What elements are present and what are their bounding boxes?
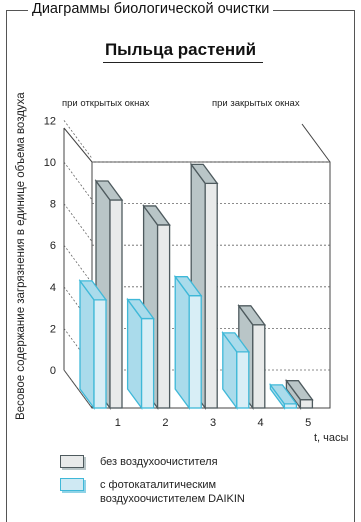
- bar-without-5-face: [299, 399, 314, 409]
- y-tick-label: 4: [50, 282, 56, 294]
- y-tick-label: 0: [50, 365, 56, 377]
- x-tick-label: 2: [162, 417, 168, 429]
- frame-edge-top-left: [63, 127, 93, 163]
- legend-label-without: без воздухоочистителя: [100, 456, 218, 468]
- bar-without-1-face: [109, 199, 123, 409]
- bar-without-5: [285, 378, 314, 410]
- banner-title: Диаграммы биологической очистки: [28, 0, 274, 19]
- y-tick-label: 8: [50, 199, 56, 211]
- grid-diagonal: [63, 161, 93, 201]
- bar-with-2-face: [126, 298, 155, 320]
- x-tick-label: 5: [305, 417, 311, 429]
- bar-with-2-face: [140, 317, 155, 409]
- bar-with-3-face: [188, 295, 202, 409]
- x-tick-label: 4: [258, 417, 264, 429]
- bar-with-1-face: [78, 280, 108, 301]
- grid-diagonal: [63, 244, 93, 284]
- frame-edge-bottom-left: [63, 369, 93, 409]
- bar-with-1-face: [93, 299, 107, 409]
- bar-with-4-face: [221, 332, 251, 353]
- bar-without-4-face: [237, 305, 267, 326]
- grid-diagonal: [63, 203, 93, 242]
- bar-with-2: [126, 297, 155, 410]
- y-tick-label: 12: [44, 115, 56, 127]
- x-tick-label: 3: [210, 417, 216, 429]
- frame-edge-top-right: [301, 123, 331, 163]
- bar-with-4-face: [236, 351, 250, 409]
- legend-swatch-blue: [60, 478, 84, 491]
- x-tick-label: 1: [115, 417, 121, 429]
- bar-with-1-face: [79, 278, 95, 410]
- y-tick-label: 10: [44, 157, 56, 169]
- legend-label-with-line2: воздухоочистителем DAIKIN: [100, 493, 245, 505]
- bar-without-2-face: [156, 224, 171, 409]
- bar-with-3: [173, 274, 203, 410]
- annotation-closed-windows: при закрытых окнах: [212, 98, 300, 109]
- bar-without-3-face: [189, 163, 219, 185]
- y-tick-label: 6: [50, 240, 56, 252]
- bar-without-4-face: [252, 324, 266, 409]
- bar-without-2-face: [142, 205, 171, 226]
- legend-swatch-gray: [60, 455, 84, 468]
- grid-diagonal: [63, 120, 93, 159]
- chart-title: Пыльца растений: [104, 40, 257, 59]
- bar-without-3-face: [204, 182, 218, 409]
- y-tick-label: 2: [50, 323, 56, 335]
- bar-with-3-face: [174, 274, 190, 410]
- bar-with-5: [269, 382, 298, 410]
- bar-with-4: [221, 330, 251, 410]
- bar-without-5-face: [285, 380, 314, 401]
- title-underline: [103, 62, 263, 63]
- legend-label-with-line1: с фотокаталитическим: [100, 479, 217, 491]
- annotation-open-windows: при открытых окнах: [62, 98, 150, 109]
- bar-without-1-face: [94, 180, 124, 201]
- x-axis-label: t, часы: [314, 432, 349, 444]
- bar-with-1: [78, 278, 108, 410]
- bar-with-3-face: [173, 276, 203, 297]
- bar-with-5-face: [269, 384, 298, 405]
